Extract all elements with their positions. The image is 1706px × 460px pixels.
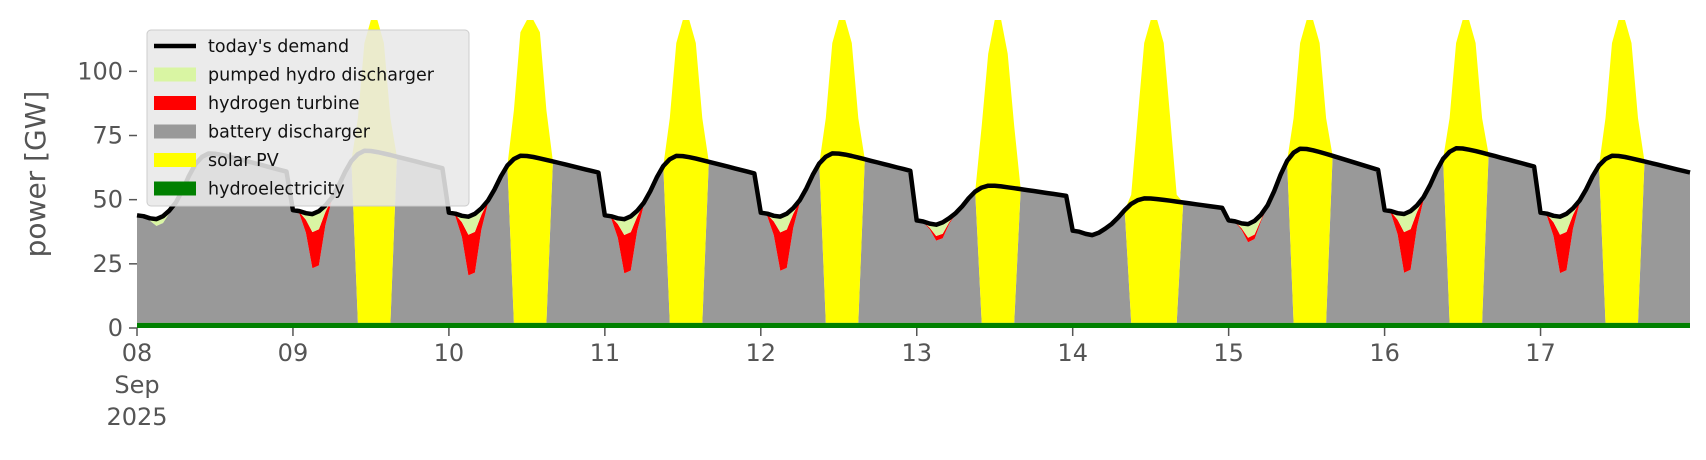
x-tick-label: 11 (590, 339, 621, 367)
battery-discharger-area (137, 153, 1690, 323)
legend-swatch (154, 153, 196, 167)
legend-label: today's demand (208, 37, 349, 57)
legend-swatch (154, 124, 196, 139)
legend-label: battery discharger (208, 123, 371, 143)
x-tick-label: 08 (122, 339, 153, 367)
legend-label: pumped hydro discharger (208, 66, 435, 86)
legend-label: solar PV (208, 151, 279, 171)
y-tick-label: 100 (77, 57, 123, 85)
legend: today's demand pumped hydro discharger hyd… (146, 29, 470, 207)
x-tick-label: 17 (1525, 339, 1556, 367)
stack-areas (137, 20, 1690, 328)
legend-swatch (154, 181, 196, 196)
x-tick-label: 09 (278, 339, 309, 367)
x-tick-label: 15 (1213, 339, 1244, 367)
x-tick-label: 2025 (106, 403, 167, 431)
x-tick-label: Sep (114, 371, 159, 399)
solar-pv-area (137, 20, 1690, 323)
y-tick-label: 50 (92, 186, 123, 214)
y-tick-label: 75 (92, 122, 123, 150)
y-tick-label: 25 (92, 250, 123, 278)
x-tick-label: 10 (434, 339, 465, 367)
x-tick-label: 16 (1369, 339, 1400, 367)
legend-label: hydrogen turbine (208, 94, 360, 114)
legend-swatch (154, 96, 196, 110)
hydroelectricity-area (137, 322, 1690, 328)
y-tick-label: 0 (108, 314, 123, 342)
legend-swatch (154, 67, 196, 82)
legend-label: hydroelectricity (208, 180, 345, 200)
x-tick-label: 14 (1057, 339, 1088, 367)
y-axis-label: power [GW] (19, 91, 52, 258)
x-tick-label: 13 (901, 339, 932, 367)
x-tick-label: 12 (746, 339, 777, 367)
legend-box (146, 29, 470, 207)
axes: 0 25 50 75 100 08 Sep 2025 09 10 11 12 13 14 15 16 17 pow… (19, 57, 1556, 431)
